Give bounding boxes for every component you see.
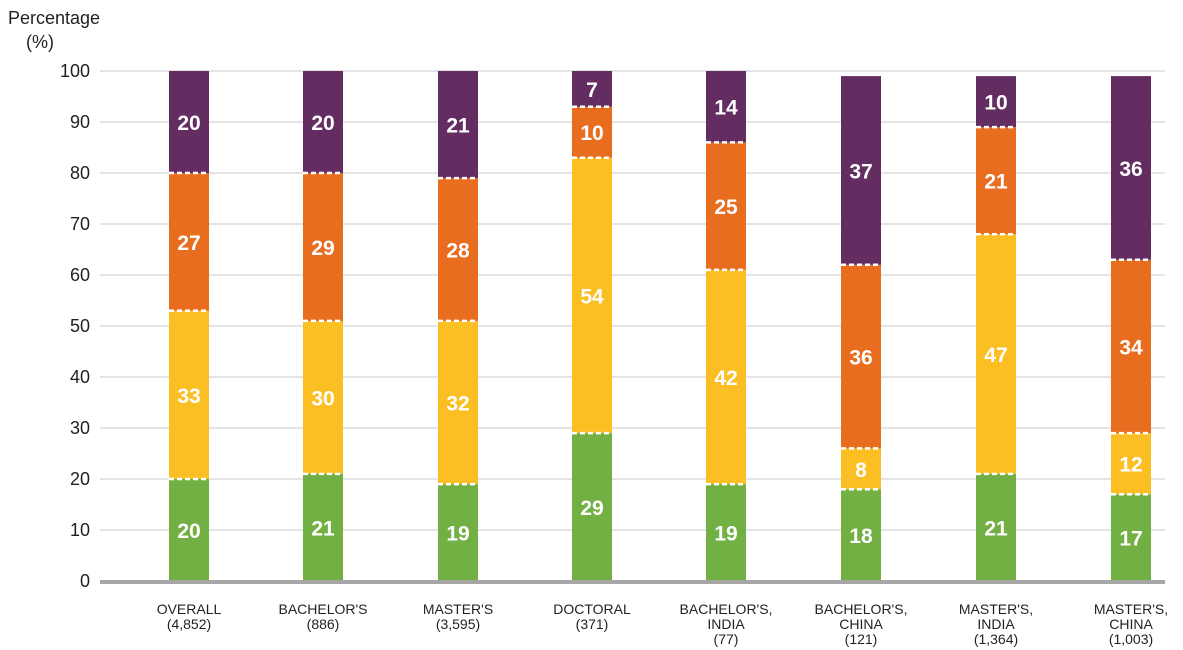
x-tick-label: MASTER'S bbox=[423, 601, 493, 617]
bar-segment bbox=[169, 310, 209, 479]
data-label: 27 bbox=[177, 232, 200, 255]
data-label: 42 bbox=[714, 367, 737, 390]
bar-segment bbox=[706, 484, 746, 581]
x-tick-label: OVERALL bbox=[157, 601, 222, 617]
bar-segment bbox=[706, 142, 746, 270]
bar-segment bbox=[438, 484, 478, 581]
x-tick-label: DOCTORAL bbox=[553, 601, 631, 617]
bar-segment bbox=[976, 76, 1016, 128]
bar-segment bbox=[841, 489, 881, 581]
data-label: 36 bbox=[849, 347, 872, 370]
bar-segment bbox=[572, 157, 612, 434]
data-label: 47 bbox=[984, 344, 1007, 367]
data-label: 10 bbox=[580, 122, 603, 145]
x-tick-label: BACHELOR'S bbox=[278, 601, 367, 617]
bar-segment bbox=[303, 320, 343, 474]
bar-segment bbox=[1111, 259, 1151, 434]
x-tick-label: (1,364) bbox=[974, 631, 1018, 647]
data-label: 25 bbox=[714, 196, 738, 219]
data-label: 21 bbox=[984, 517, 1008, 540]
data-label: 37 bbox=[849, 160, 872, 183]
bar-segment bbox=[438, 71, 478, 179]
y-tick-label: 10 bbox=[70, 520, 90, 540]
bar-segment bbox=[169, 173, 209, 311]
data-label: 19 bbox=[446, 523, 469, 546]
x-tick-label: MASTER'S, bbox=[959, 601, 1033, 617]
data-label: 29 bbox=[580, 497, 603, 520]
data-label: 21 bbox=[446, 115, 470, 138]
bar-segment bbox=[438, 178, 478, 321]
data-label: 17 bbox=[1119, 528, 1142, 551]
x-tick-label: MASTER'S, bbox=[1094, 601, 1168, 617]
x-tick-label: (371) bbox=[576, 616, 609, 632]
data-label: 29 bbox=[311, 237, 334, 260]
data-label: 14 bbox=[714, 97, 738, 120]
data-label: 18 bbox=[849, 525, 873, 548]
x-tick-label: INDIA bbox=[977, 616, 1015, 632]
y-tick-label: 90 bbox=[70, 112, 90, 132]
bar-segment bbox=[1111, 433, 1151, 495]
data-label: 32 bbox=[446, 393, 469, 416]
data-label: 12 bbox=[1119, 454, 1142, 477]
bar-segment bbox=[976, 473, 1016, 581]
data-label: 30 bbox=[311, 387, 334, 410]
bar-segment bbox=[1111, 76, 1151, 260]
bar-segment bbox=[303, 473, 343, 581]
bar-segment bbox=[841, 264, 881, 449]
data-label: 19 bbox=[714, 523, 737, 546]
data-label: 36 bbox=[1119, 158, 1142, 181]
data-label: 33 bbox=[177, 385, 200, 408]
data-label: 20 bbox=[311, 112, 334, 135]
y-tick-label: 0 bbox=[80, 571, 90, 591]
bar-segment bbox=[706, 269, 746, 485]
data-label: 54 bbox=[580, 285, 604, 308]
x-tick-label: (121) bbox=[845, 631, 878, 647]
data-label: 34 bbox=[1119, 336, 1143, 359]
data-label: 20 bbox=[177, 112, 200, 135]
bar-segment bbox=[841, 76, 881, 265]
y-tick-label: 40 bbox=[70, 367, 90, 387]
x-tick-label: BACHELOR'S, bbox=[815, 601, 908, 617]
x-tick-label: CHINA bbox=[1109, 616, 1153, 632]
bar-segment bbox=[169, 479, 209, 581]
x-tick-label: (1,003) bbox=[1109, 631, 1153, 647]
y-tick-label: 30 bbox=[70, 418, 90, 438]
y-tick-label: 60 bbox=[70, 265, 90, 285]
y-axis-title-line-1: Percentage bbox=[8, 8, 101, 28]
y-tick-label: 50 bbox=[70, 316, 90, 336]
bar-segment bbox=[976, 234, 1016, 474]
bar-segment bbox=[572, 433, 612, 581]
y-axis-title-line-2: (%) bbox=[26, 32, 54, 52]
y-tick-label: 70 bbox=[70, 214, 90, 234]
bar-segment bbox=[169, 71, 209, 173]
bar-segment bbox=[303, 173, 343, 321]
data-label: 21 bbox=[311, 517, 335, 540]
data-label: 28 bbox=[446, 240, 470, 263]
x-tick-label: INDIA bbox=[707, 616, 745, 632]
x-tick-label: (77) bbox=[714, 631, 739, 647]
bar-segment bbox=[1111, 494, 1151, 581]
data-label: 21 bbox=[984, 171, 1008, 194]
bar-segment bbox=[303, 71, 343, 173]
bar-segment bbox=[706, 71, 746, 143]
bar-segment bbox=[572, 106, 612, 158]
x-tick-label: (886) bbox=[307, 616, 340, 632]
bar-segment bbox=[572, 71, 612, 107]
x-tick-label: (3,595) bbox=[436, 616, 480, 632]
bar-segment bbox=[841, 448, 881, 490]
bar-segment bbox=[976, 127, 1016, 235]
y-tick-label: 80 bbox=[70, 163, 90, 183]
y-tick-label: 100 bbox=[60, 61, 90, 81]
y-tick-label: 20 bbox=[70, 469, 90, 489]
bar-segment bbox=[438, 320, 478, 485]
x-tick-label: CHINA bbox=[839, 616, 883, 632]
data-label: 7 bbox=[586, 79, 598, 102]
x-tick-label: BACHELOR'S, bbox=[680, 601, 773, 617]
data-label: 20 bbox=[177, 520, 200, 543]
data-label: 10 bbox=[984, 92, 1007, 115]
x-tick-label: (4,852) bbox=[167, 616, 211, 632]
data-label: 8 bbox=[855, 459, 867, 482]
